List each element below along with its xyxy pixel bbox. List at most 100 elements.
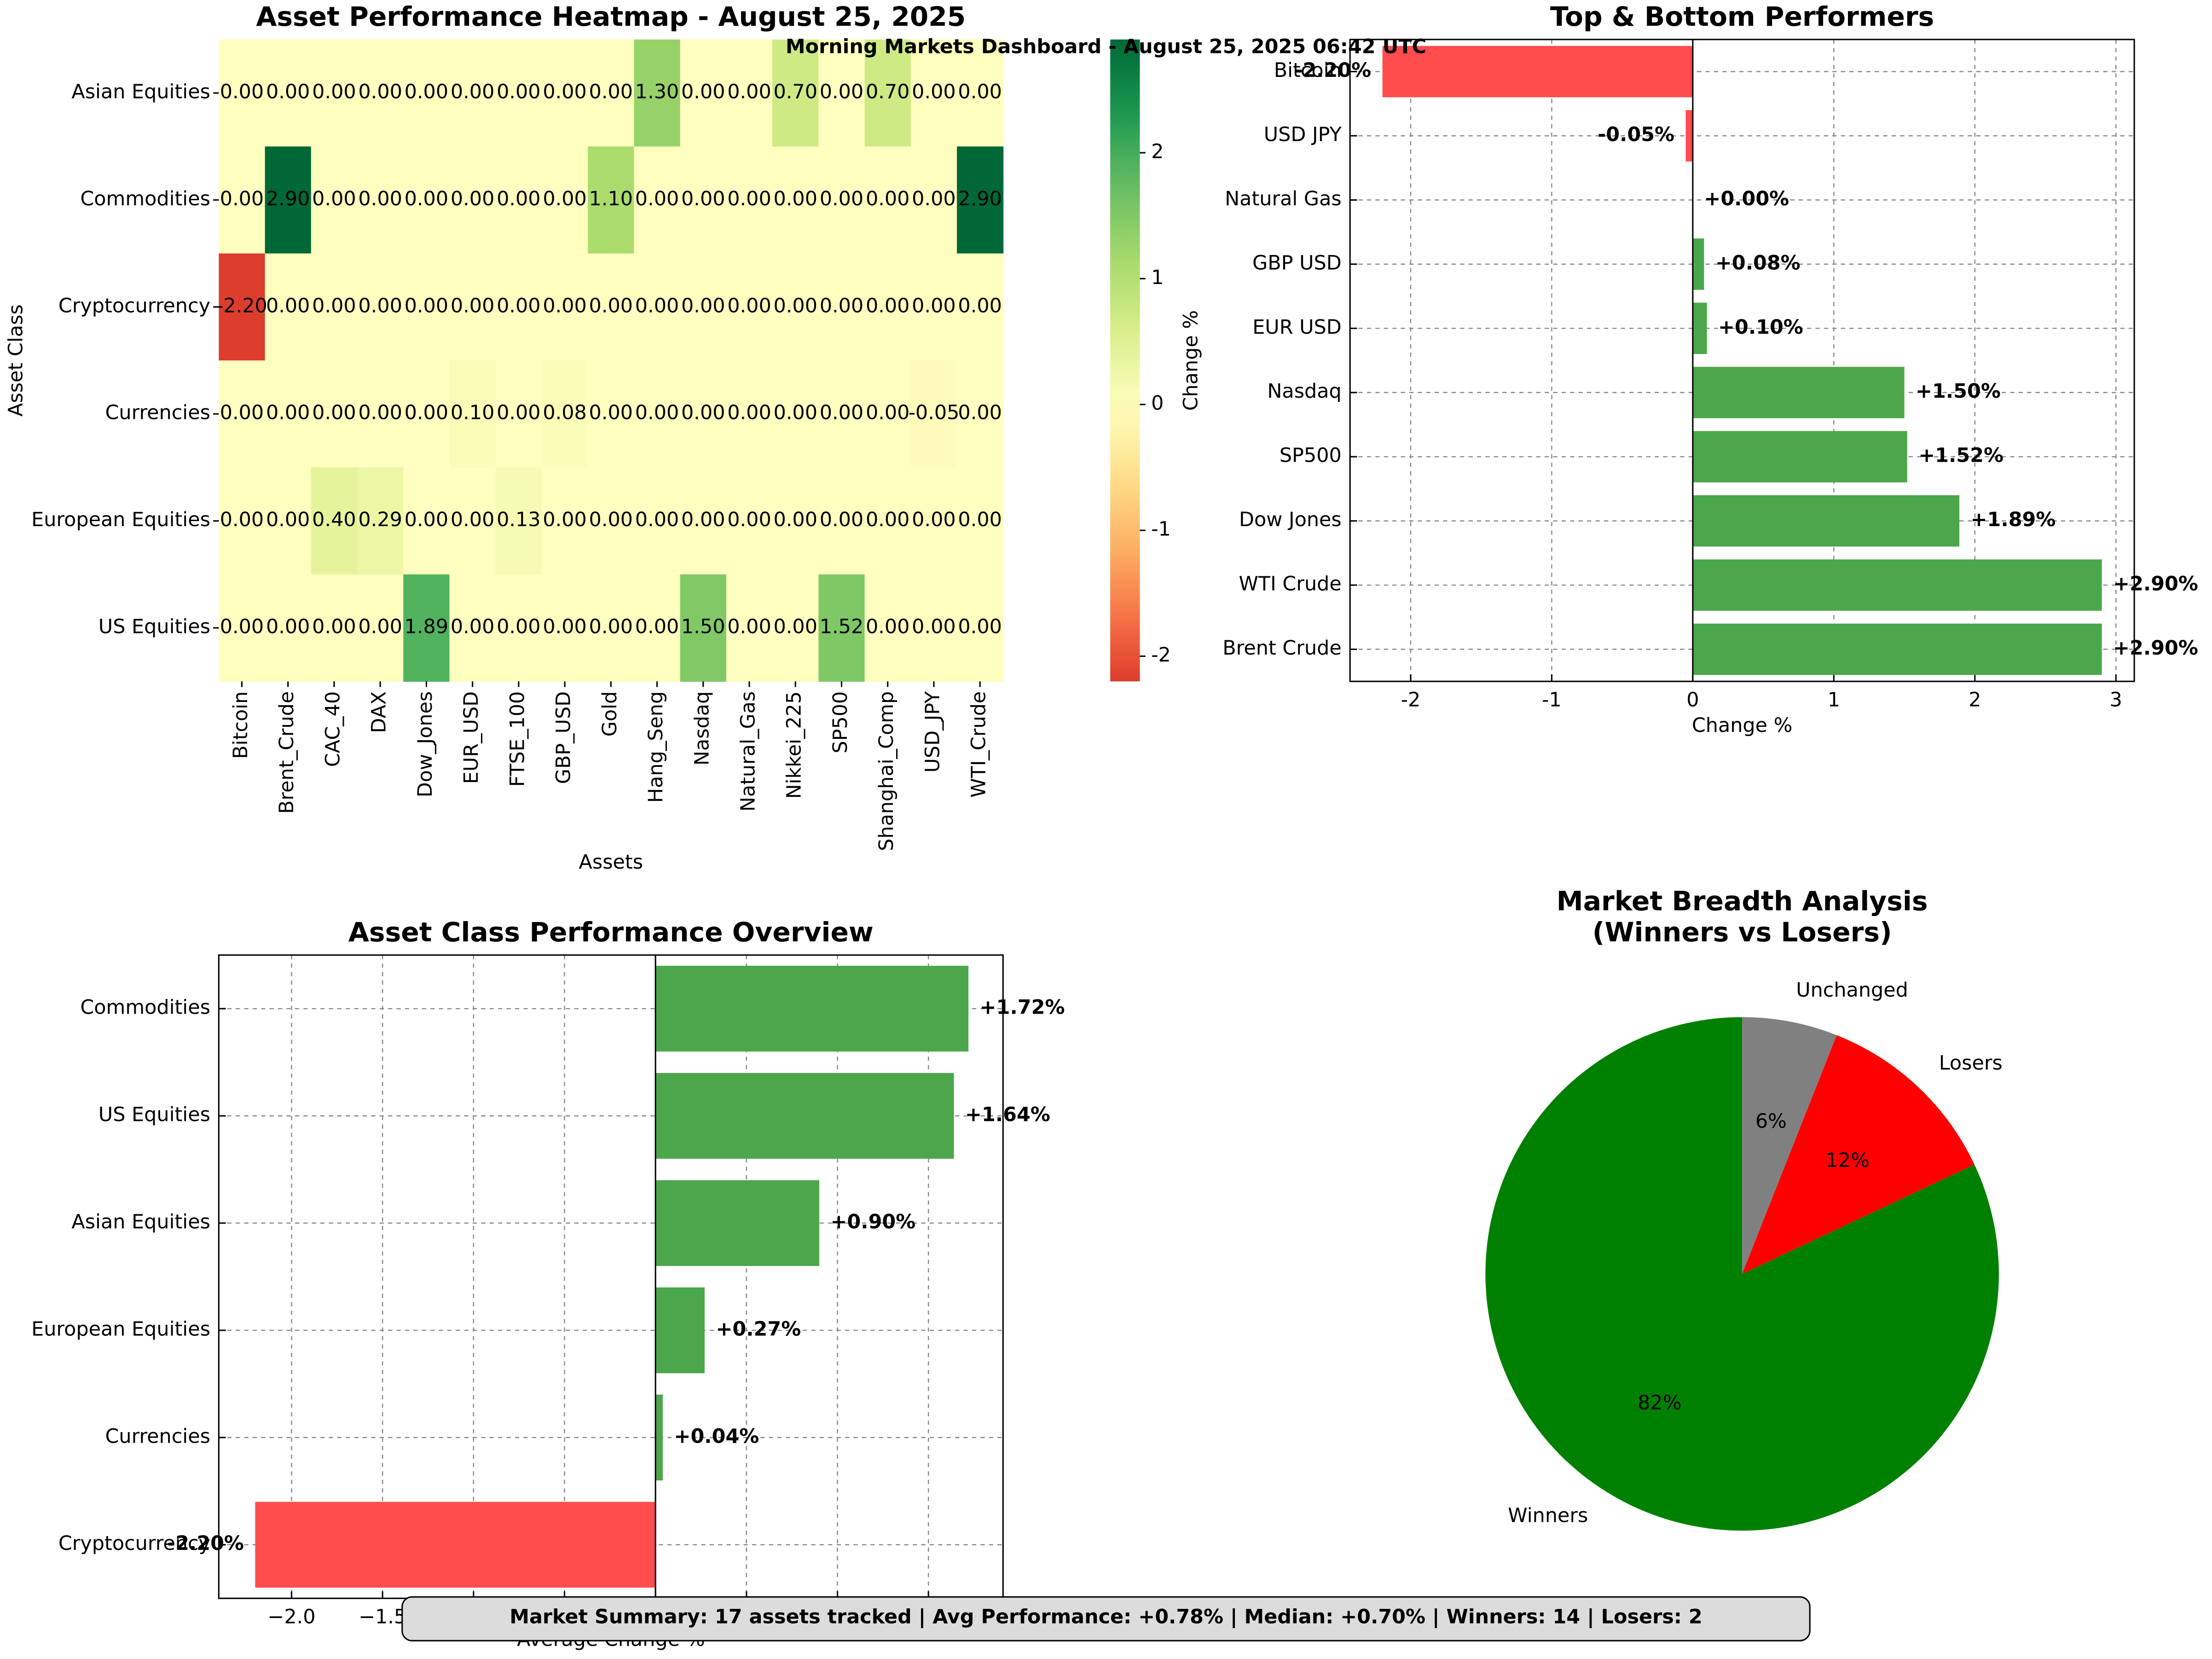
- cell-label: 0.70: [773, 81, 817, 104]
- heatmap-cell: [219, 39, 266, 147]
- heatmap-cell: [772, 574, 819, 682]
- heatmap-cell: [680, 360, 727, 468]
- heatmap-cell: [957, 360, 1004, 468]
- cell-label: 0.00: [358, 401, 402, 424]
- bar: [1692, 302, 1707, 354]
- slice-label: Unchanged: [1796, 979, 1908, 1002]
- cell-label: 0.00: [635, 508, 679, 531]
- heatmap-cell: [265, 146, 312, 254]
- heatmap-cell: [726, 467, 773, 575]
- heatmap-cell: [680, 574, 727, 682]
- y-tick-label: Bitcoin: [1274, 59, 1342, 82]
- heatmap-cell: [957, 39, 1004, 147]
- heatmap-cell: [357, 146, 404, 254]
- heatmap-cell: [403, 146, 450, 254]
- heatmap-cell: [449, 146, 496, 254]
- bar: [255, 1502, 656, 1588]
- colorbar-tick-label: -1: [1151, 518, 1171, 541]
- cell-label: 0.00: [497, 294, 541, 317]
- heatmap-cell: [864, 360, 911, 468]
- value-label: +0.00%: [1704, 187, 1789, 210]
- heatmap-cell: [818, 253, 865, 361]
- cell-label: 0.00: [866, 508, 910, 531]
- cell-label: 0.40: [312, 508, 356, 531]
- heatmap-cell: [726, 146, 773, 254]
- heatmap-cell: [265, 467, 312, 575]
- bar: [1692, 366, 1905, 418]
- cell-label: 0.00: [773, 294, 817, 317]
- colorbar: [1110, 39, 1140, 682]
- slice-label: Losers: [1939, 1051, 2003, 1074]
- heatmap-cell: [818, 467, 865, 575]
- y-tick-label: GBP USD: [1252, 251, 1342, 274]
- x-tick-label: -2: [1401, 689, 1421, 712]
- cell-label: 0.00: [866, 401, 910, 424]
- chart-title: Top & Bottom Performers: [1550, 1, 1934, 32]
- heatmap-cell: [219, 574, 266, 682]
- y-tick-label: USD JPY: [1264, 123, 1342, 146]
- cell-label: 1.30: [635, 81, 679, 104]
- pie-slice: [1742, 1017, 1837, 1274]
- cell-label: 0.00: [681, 187, 725, 210]
- cell-label: 0.00: [497, 615, 541, 638]
- bar: [1692, 559, 2102, 611]
- cell-label: 0.00: [912, 508, 956, 531]
- cell-label: 0.00: [773, 615, 817, 638]
- cell-label: 0.29: [358, 508, 402, 531]
- heatmap-cell: [219, 146, 266, 254]
- cell-label: 0.00: [727, 187, 771, 210]
- cell-label: 0.00: [543, 187, 587, 210]
- heatmap-cell: [726, 39, 773, 147]
- heatmap-cell: [910, 574, 957, 682]
- heatmap-cell: [449, 574, 496, 682]
- x-tick-label: 1: [1828, 689, 1840, 712]
- slice-label: Winners: [1508, 1504, 1588, 1527]
- x-tick-label: 3: [2110, 689, 2122, 712]
- cell-label: 0.00: [958, 401, 1002, 424]
- chart-title: Market Breadth Analysis: [1557, 885, 1928, 917]
- heatmap-cell: [311, 360, 358, 468]
- heatmap-cell: [495, 146, 542, 254]
- heatmap-cell: [265, 253, 312, 361]
- bar: [655, 1073, 954, 1159]
- heatmap-cell: [680, 146, 727, 254]
- cell-label: 0.00: [266, 615, 310, 638]
- x-tick-label: Bitcoin: [229, 691, 252, 759]
- x-axis-label: Change %: [1692, 714, 1793, 737]
- cell-label: 0.00: [405, 294, 449, 317]
- heatmap-cell: [957, 574, 1004, 682]
- slice-percent: 82%: [1638, 1391, 1681, 1414]
- cell-label: 0.00: [681, 294, 725, 317]
- heatmap-cell: [818, 360, 865, 468]
- cell-label: 0.00: [405, 401, 449, 424]
- cell-label: 0.00: [266, 508, 310, 531]
- heatmap-cell: [772, 467, 819, 575]
- y-tick-label: EUR USD: [1252, 316, 1342, 339]
- cell-label: 0.00: [220, 615, 264, 638]
- cell-label: 0.13: [497, 508, 541, 531]
- heatmap-cell: [864, 574, 911, 682]
- heatmap-cell: [495, 467, 542, 575]
- heatmap-cell: [495, 39, 542, 147]
- cell-label: 0.00: [312, 187, 356, 210]
- cell-label: 0.00: [958, 294, 1002, 317]
- y-tick-label: WTI Crude: [1239, 573, 1342, 596]
- y-tick-label: Asian Equities: [71, 1211, 210, 1234]
- heatmap-cell: [957, 253, 1004, 361]
- cell-label: 0.00: [635, 187, 679, 210]
- cell-label: 0.00: [266, 294, 310, 317]
- cell-label: 1.50: [681, 615, 725, 638]
- heatmap-cell: [772, 360, 819, 468]
- cell-label: 0.00: [727, 81, 771, 104]
- cell-label: 0.00: [589, 615, 633, 638]
- cell-label: 0.00: [220, 81, 264, 104]
- heatmap-cell: [449, 467, 496, 575]
- x-tick-label: 0: [1686, 689, 1699, 712]
- cell-label: 2.90: [958, 187, 1002, 210]
- heatmap-cell: [541, 39, 589, 147]
- heatmap-cell: [864, 467, 911, 575]
- x-tick-label: Brent_Crude: [275, 691, 298, 814]
- colorbar-tick-label: 2: [1151, 140, 1164, 163]
- value-label: +2.90%: [2113, 637, 2198, 660]
